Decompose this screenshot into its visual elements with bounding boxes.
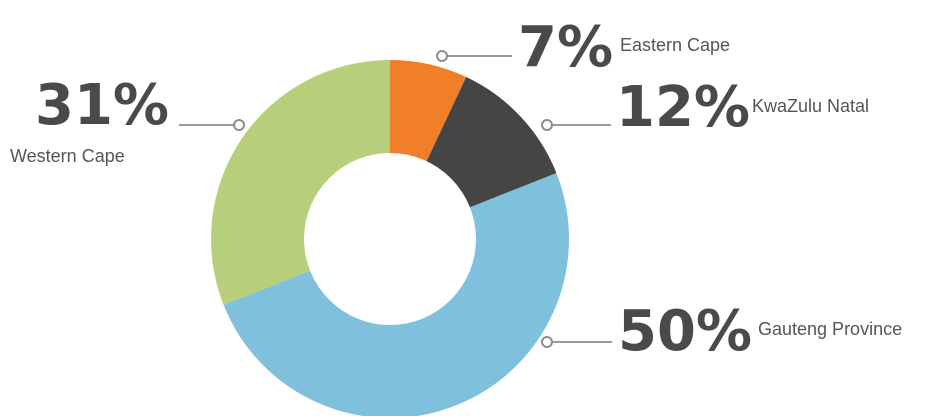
callout-gauteng-province: 50% Gauteng Province bbox=[541, 299, 902, 364]
slice-label-gauteng-province: Gauteng Province bbox=[758, 319, 902, 339]
slice-label-western-cape: Western Cape bbox=[10, 146, 125, 166]
slice-value-western-cape: 31% bbox=[35, 73, 169, 138]
slice-value-eastern-cape: 7% bbox=[518, 15, 613, 80]
slice-value-gauteng-province: 50% bbox=[618, 299, 752, 364]
callout-eastern-cape: 7% Eastern Cape bbox=[436, 15, 730, 80]
leader-dot bbox=[436, 50, 448, 62]
leader-dot bbox=[233, 119, 245, 131]
leader-dot bbox=[541, 336, 553, 348]
callout-kwazulu-natal: 12% KwaZulu Natal bbox=[541, 75, 869, 140]
slice-label-eastern-cape: Eastern Cape bbox=[620, 35, 730, 55]
slice-label-kwazulu-natal: KwaZulu Natal bbox=[752, 96, 869, 116]
donut-hole bbox=[304, 153, 476, 325]
callout-western-cape: 31% Western Cape bbox=[10, 73, 245, 166]
leader-dot bbox=[541, 119, 553, 131]
slice-value-kwazulu-natal: 12% bbox=[616, 75, 750, 140]
